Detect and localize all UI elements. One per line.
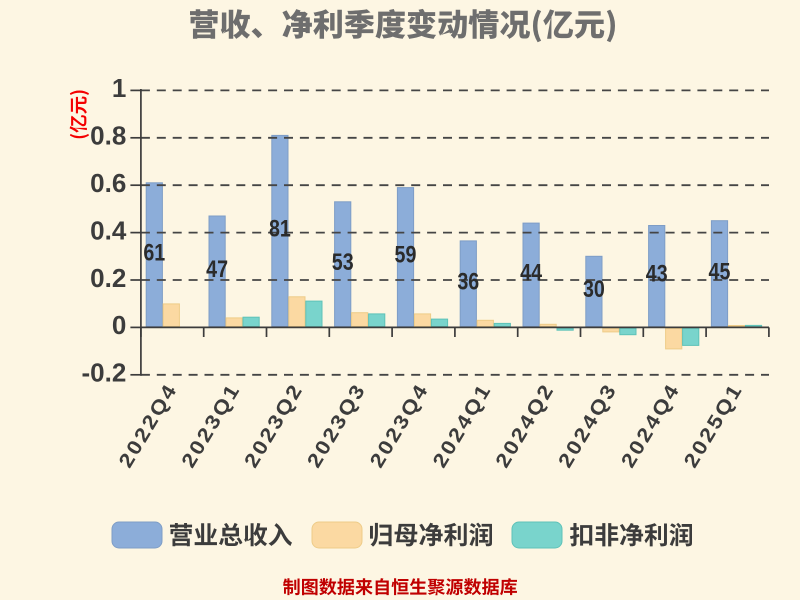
svg-text:59: 59 bbox=[395, 241, 417, 268]
svg-text:43: 43 bbox=[646, 260, 668, 287]
svg-text:1: 1 bbox=[112, 73, 126, 103]
svg-text:53: 53 bbox=[332, 248, 354, 275]
svg-text:61: 61 bbox=[143, 238, 165, 265]
svg-text:36: 36 bbox=[457, 267, 479, 294]
svg-text:0.4: 0.4 bbox=[90, 215, 127, 245]
svg-text:0.6: 0.6 bbox=[90, 168, 126, 198]
svg-text:0.8: 0.8 bbox=[90, 121, 126, 151]
svg-text:47: 47 bbox=[206, 255, 228, 282]
svg-text:44: 44 bbox=[520, 259, 543, 286]
svg-text:81: 81 bbox=[269, 215, 291, 242]
svg-text:0: 0 bbox=[112, 310, 126, 340]
svg-text:45: 45 bbox=[709, 257, 731, 284]
svg-text:30: 30 bbox=[583, 275, 605, 302]
svg-text:0.2: 0.2 bbox=[90, 263, 126, 293]
svg-text:-0.2: -0.2 bbox=[81, 358, 126, 388]
